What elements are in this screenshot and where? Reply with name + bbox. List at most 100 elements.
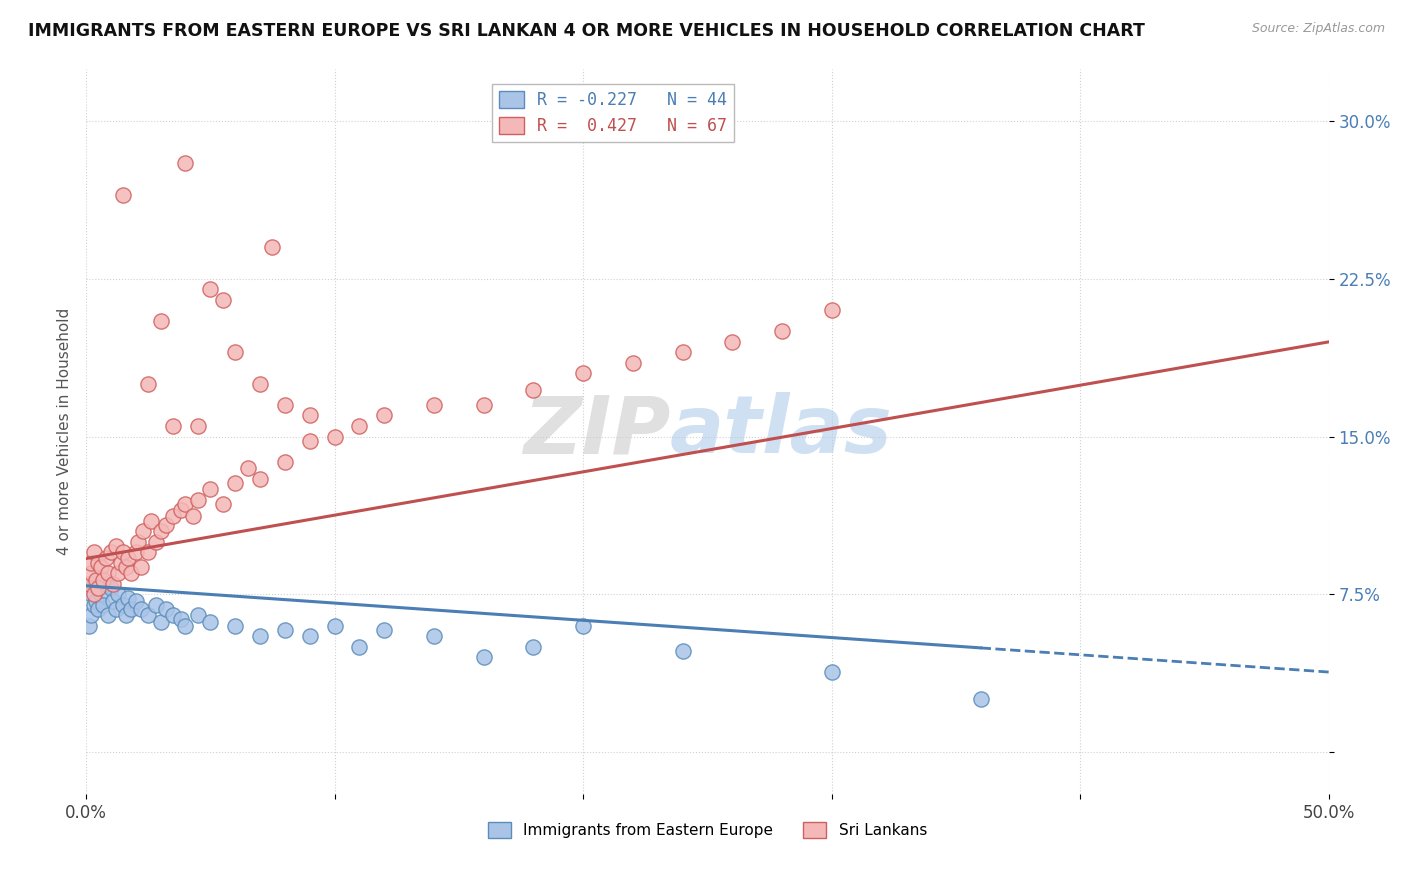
Point [249,472,271,486]
Point [107,566,129,581]
Point [162,608,184,623]
Point [274,623,297,637]
Point [136,608,159,623]
Point [129,602,152,616]
Point [274,455,297,469]
Point [349,640,371,654]
Point [770,325,793,339]
Text: Source: ZipAtlas.com: Source: ZipAtlas.com [1251,22,1385,36]
Point [349,419,371,434]
Point [149,524,172,538]
Point [200,615,222,629]
Point [249,629,271,643]
Point [120,566,142,581]
Point [187,419,209,434]
Y-axis label: 4 or more Vehicles in Household: 4 or more Vehicles in Household [58,308,72,555]
Point [77,619,100,633]
Point [224,619,246,633]
Text: atlas: atlas [671,392,893,470]
Point [174,156,197,170]
Point [83,587,105,601]
Point [84,573,107,587]
Point [80,587,103,601]
Point [224,345,246,359]
Point [103,593,125,607]
Point [522,384,544,398]
Point [187,608,209,623]
Point [181,509,204,524]
Point [169,612,191,626]
Point [671,345,693,359]
Point [94,551,117,566]
Point [114,560,136,574]
Point [572,619,595,633]
Point [97,608,120,623]
Point [262,240,284,254]
Point [136,376,159,391]
Point [112,598,135,612]
Point [83,545,105,559]
Point [107,587,129,601]
Point [139,514,162,528]
Point [83,576,105,591]
Point [236,461,259,475]
Point [423,629,446,643]
Point [93,598,115,612]
Point [211,497,233,511]
Point [97,566,120,581]
Point [80,556,103,570]
Point [84,593,107,607]
Point [83,598,105,612]
Point [174,497,197,511]
Point [90,587,112,601]
Point [155,602,177,616]
Point [274,398,297,412]
Point [200,282,222,296]
Point [472,398,495,412]
Point [162,419,184,434]
Point [125,593,148,607]
Point [249,376,271,391]
Point [104,539,127,553]
Point [187,492,209,507]
Point [298,409,321,423]
Point [145,598,167,612]
Point [87,602,110,616]
Point [621,356,644,370]
Point [117,591,139,606]
Point [671,644,693,658]
Point [145,534,167,549]
Point [149,615,172,629]
Point [323,429,346,443]
Point [120,602,142,616]
Point [155,517,177,532]
Point [132,524,155,538]
Point [211,293,233,307]
Point [423,398,446,412]
Point [572,367,595,381]
Point [820,303,842,318]
Point [136,545,159,559]
Point [114,608,136,623]
Point [112,187,135,202]
Point [87,581,110,595]
Point [373,409,395,423]
Point [472,650,495,665]
Point [80,608,103,623]
Point [112,545,135,559]
Point [224,475,246,490]
Point [298,629,321,643]
Point [298,434,321,448]
Point [100,545,122,559]
Point [77,576,100,591]
Point [820,665,842,679]
Point [103,576,125,591]
Point [522,640,544,654]
Point [87,556,110,570]
Point [162,509,184,524]
Point [93,573,115,587]
Point [174,619,197,633]
Point [373,623,395,637]
Point [90,560,112,574]
Point [94,576,117,591]
